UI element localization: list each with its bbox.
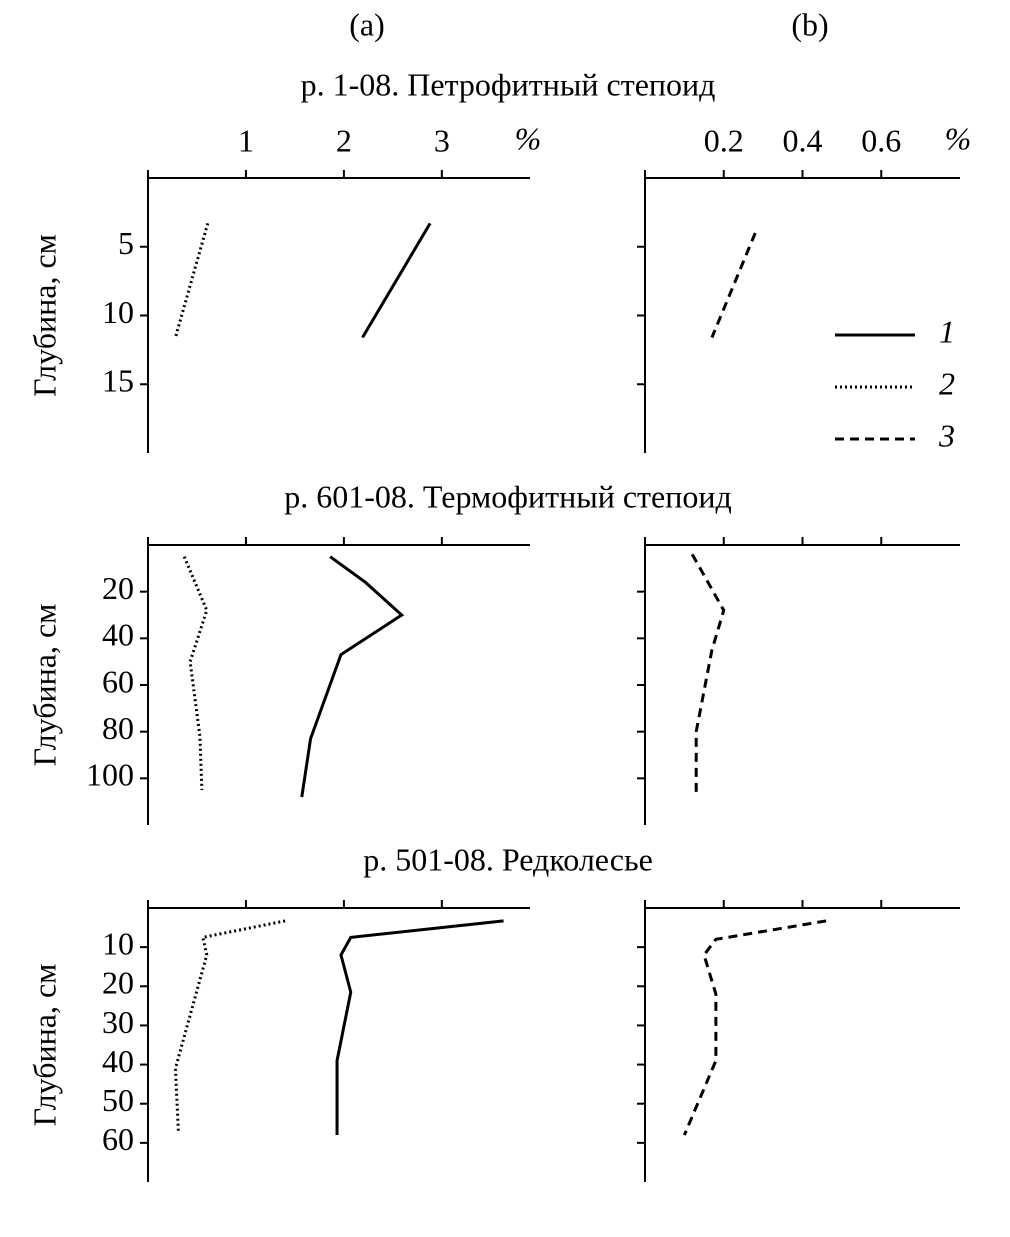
x-tick-label: 0.4 xyxy=(783,122,823,158)
data-line xyxy=(173,919,286,1132)
x-axis-label: % xyxy=(515,120,542,156)
y-tick-label: 10 xyxy=(102,925,134,961)
column-label: (a) xyxy=(349,6,385,42)
y-tick-label: 15 xyxy=(102,363,134,399)
x-tick-label: 1 xyxy=(238,122,254,158)
panel-title: р. 1-08. Петрофитный степоид xyxy=(301,66,716,102)
x-axis-label: % xyxy=(945,120,972,156)
y-tick-label: 40 xyxy=(102,1043,134,1079)
data-line xyxy=(682,919,827,1136)
data-line xyxy=(690,553,726,795)
legend-label: 3 xyxy=(938,417,955,453)
data-line xyxy=(300,555,405,798)
y-tick-label: 80 xyxy=(102,710,134,746)
y-tick-label: 60 xyxy=(102,663,134,699)
y-tick-label: 30 xyxy=(102,1004,134,1040)
y-tick-label: 5 xyxy=(118,225,134,261)
y-tick-label: 50 xyxy=(102,1082,134,1118)
data-line xyxy=(361,222,432,339)
column-label: (b) xyxy=(791,6,828,42)
data-line xyxy=(182,556,209,791)
x-tick-label: 0.2 xyxy=(704,122,744,158)
data-line xyxy=(335,919,504,1136)
x-tick-label: 2 xyxy=(336,122,352,158)
panel-title: р. 601-08. Термофитный степоид xyxy=(284,478,731,514)
x-tick-label: 3 xyxy=(434,122,450,158)
legend-label: 2 xyxy=(939,365,955,401)
x-tick-label: 0.6 xyxy=(861,122,901,158)
y-tick-label: 100 xyxy=(86,757,134,793)
data-line xyxy=(710,232,757,339)
legend-label: 1 xyxy=(939,313,955,349)
data-line xyxy=(173,222,210,338)
y-axis-label: Глубина, см xyxy=(26,964,62,1127)
y-tick-label: 40 xyxy=(102,617,134,653)
y-tick-label: 10 xyxy=(102,294,134,330)
y-tick-label: 20 xyxy=(102,965,134,1001)
panel-title: р. 501-08. Редколесье xyxy=(363,841,653,877)
y-tick-label: 20 xyxy=(102,570,134,606)
y-tick-label: 60 xyxy=(102,1121,134,1157)
y-axis-label: Глубина, см xyxy=(26,604,62,767)
y-axis-label: Глубина, см xyxy=(26,234,62,397)
